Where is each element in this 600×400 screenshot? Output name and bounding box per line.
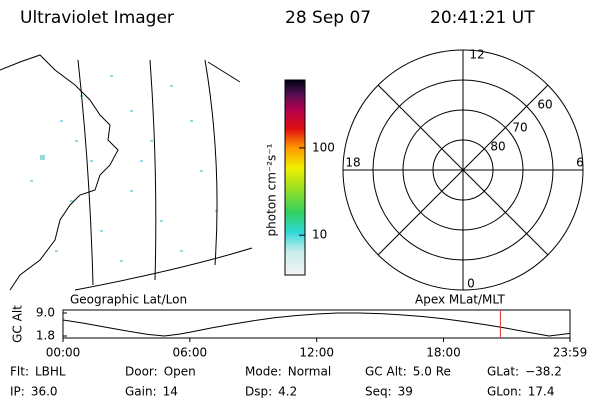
polar-label: Apex MLat/MLT bbox=[415, 293, 505, 307]
status-value: 36.0 bbox=[31, 385, 58, 399]
x-tick-label: 23:59 bbox=[553, 346, 588, 360]
hour-label: 0 bbox=[467, 277, 475, 291]
colorbar bbox=[284, 79, 306, 276]
map-label: Geographic Lat/Lon bbox=[70, 293, 187, 307]
status-value: LBHL bbox=[35, 365, 66, 379]
status-label: Seq: bbox=[365, 385, 392, 399]
status-label: Door: bbox=[125, 365, 158, 379]
colorbar-label: photon cm⁻²s⁻¹ bbox=[265, 143, 279, 236]
y-tick-label: 1.8 bbox=[36, 329, 55, 343]
status-value: Normal bbox=[288, 365, 331, 379]
altitude-curve bbox=[62, 312, 571, 337]
map bbox=[0, 54, 253, 291]
time: 20:41:21 UT bbox=[430, 8, 535, 28]
status-value: 39 bbox=[398, 385, 413, 399]
status-label: Mode: bbox=[245, 365, 282, 379]
status-label: Dsp: bbox=[245, 385, 272, 399]
colorbar-tick-label: 10 bbox=[312, 228, 327, 242]
status-value: 14 bbox=[163, 385, 178, 399]
status-value: −38.2 bbox=[525, 365, 562, 379]
status-label: GC Alt: bbox=[365, 365, 407, 379]
x-tick-label: 06:00 bbox=[173, 346, 208, 360]
status-value: 4.2 bbox=[278, 385, 297, 399]
status-label: Gain: bbox=[125, 385, 157, 399]
status-label: IP: bbox=[10, 385, 25, 399]
x-tick-label: 18:00 bbox=[426, 346, 461, 360]
status-value: Open bbox=[164, 365, 196, 379]
colorbar-tick-label: 100 bbox=[312, 140, 335, 154]
emission-specks bbox=[30, 75, 218, 262]
hour-label: 12 bbox=[469, 48, 484, 62]
x-tick-label: 00:00 bbox=[46, 346, 81, 360]
ring-label: 80 bbox=[490, 140, 505, 154]
hour-label: 18 bbox=[345, 156, 360, 170]
ring-label: 60 bbox=[537, 98, 552, 112]
date: 28 Sep 07 bbox=[285, 8, 371, 28]
status-value: 5.0 Re bbox=[413, 365, 451, 379]
x-tick-label: 12:00 bbox=[299, 346, 334, 360]
y-tick-label: 9.0 bbox=[36, 306, 55, 320]
polar-grid bbox=[342, 49, 584, 291]
status-label: GLon: bbox=[487, 385, 522, 399]
instrument: Ultraviolet Imager bbox=[20, 8, 174, 28]
hour-label: 6 bbox=[576, 156, 584, 170]
ring-label: 70 bbox=[512, 121, 527, 135]
status-label: GLat: bbox=[487, 365, 519, 379]
altitude-ylabel: GC Alt bbox=[11, 305, 25, 343]
status-value: 17.4 bbox=[528, 385, 555, 399]
status-label: Flt: bbox=[10, 365, 29, 379]
